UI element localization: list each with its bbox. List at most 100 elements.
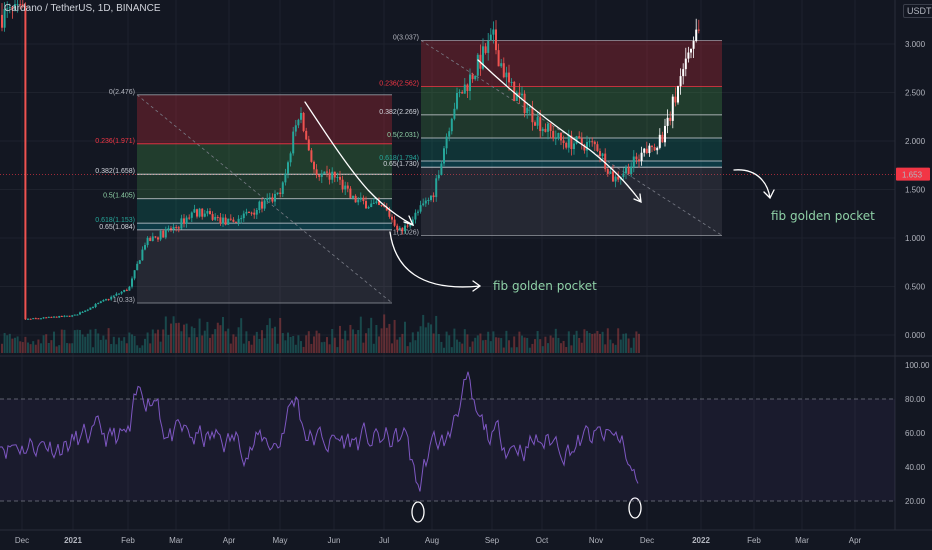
volume-bar bbox=[40, 343, 42, 353]
candle-body bbox=[232, 219, 235, 222]
volume-bar bbox=[248, 341, 250, 353]
volume-bar bbox=[229, 343, 232, 353]
candle-body bbox=[513, 81, 516, 102]
volume-bar bbox=[185, 323, 188, 353]
volume-bar bbox=[125, 343, 128, 353]
volume-bar bbox=[198, 318, 201, 353]
volume-bar bbox=[14, 337, 16, 353]
candle-body bbox=[482, 46, 484, 69]
volume-bar bbox=[240, 318, 243, 353]
volume-bar bbox=[227, 328, 230, 353]
candle-body bbox=[19, 4, 22, 6]
candle-body bbox=[227, 218, 230, 225]
volume-bar bbox=[63, 329, 66, 353]
candle-body bbox=[102, 300, 105, 302]
fib-level-label: 1(0.33) bbox=[113, 297, 135, 304]
candle-body bbox=[578, 136, 581, 139]
volume-bar bbox=[430, 324, 432, 353]
volume-bar bbox=[115, 344, 118, 353]
volume-bar bbox=[219, 325, 222, 353]
candle-body bbox=[190, 212, 193, 218]
candle-body bbox=[326, 171, 328, 173]
golden-pocket-arrow bbox=[733, 169, 775, 200]
candle-body bbox=[518, 92, 521, 96]
candle-body bbox=[593, 141, 596, 145]
volume-bar bbox=[84, 336, 87, 353]
candle-body bbox=[50, 316, 53, 318]
volume-bar bbox=[58, 345, 61, 353]
candle-body bbox=[409, 225, 412, 227]
candle-body bbox=[684, 58, 687, 70]
candle-body bbox=[391, 216, 393, 220]
rsi-tick-label: 60.00 bbox=[905, 429, 926, 438]
candle-body bbox=[1, 14, 3, 28]
rsi-tick-label: 100.00 bbox=[905, 361, 930, 370]
volume-bar bbox=[266, 325, 269, 353]
candle-body bbox=[167, 228, 170, 230]
candle-body bbox=[596, 144, 599, 152]
volume-bar bbox=[596, 330, 599, 353]
volume-bar bbox=[99, 339, 102, 353]
candle-body bbox=[536, 117, 539, 126]
candle-body bbox=[461, 92, 464, 94]
volume-bar bbox=[320, 342, 323, 353]
candle-body bbox=[612, 171, 614, 182]
volume-bar bbox=[50, 340, 53, 353]
candle-body bbox=[118, 293, 120, 295]
candle-body bbox=[375, 201, 378, 203]
candle-body bbox=[240, 218, 243, 220]
current-price-badge bbox=[896, 167, 930, 181]
volume-bar bbox=[79, 329, 81, 353]
candle-body bbox=[281, 182, 284, 194]
candle-body bbox=[505, 72, 508, 78]
volume-bar bbox=[466, 334, 469, 353]
candle-body bbox=[188, 217, 191, 219]
volume-bar bbox=[401, 333, 404, 353]
candle-body bbox=[177, 227, 180, 229]
volume-bar bbox=[19, 341, 22, 353]
volume-bar bbox=[76, 329, 79, 353]
volume-bar bbox=[461, 343, 464, 353]
candle-body bbox=[614, 176, 617, 182]
candle-body bbox=[617, 176, 620, 180]
candle-body bbox=[697, 29, 700, 31]
candle-body bbox=[294, 125, 297, 132]
candle-body bbox=[170, 228, 172, 230]
candle-body bbox=[341, 179, 344, 190]
time-tick-label: Jun bbox=[328, 536, 341, 545]
candle-body bbox=[229, 218, 232, 220]
currency-button[interactable]: USDT bbox=[903, 4, 932, 18]
candle-body bbox=[297, 119, 300, 126]
candle-body bbox=[523, 93, 526, 113]
candle-body bbox=[149, 237, 152, 241]
time-tick-label: May bbox=[272, 536, 287, 545]
volume-bar bbox=[21, 342, 24, 353]
candle-body bbox=[471, 74, 474, 80]
candle-body bbox=[248, 211, 250, 213]
volume-bar bbox=[237, 327, 240, 353]
volume-bar bbox=[289, 336, 292, 353]
candle-body bbox=[60, 316, 63, 318]
volume-bar bbox=[131, 334, 133, 353]
candle-body bbox=[417, 211, 419, 213]
volume-bar bbox=[435, 315, 438, 353]
volume-bar bbox=[281, 333, 284, 353]
candle-body bbox=[255, 210, 258, 215]
candle-body bbox=[476, 54, 479, 76]
candle-body bbox=[687, 52, 690, 59]
volume-bar bbox=[521, 335, 523, 353]
candle-body bbox=[591, 141, 594, 143]
candle-body bbox=[372, 202, 375, 204]
candle-body bbox=[609, 171, 612, 174]
volume-bar bbox=[547, 343, 549, 353]
volume-bar bbox=[349, 324, 352, 353]
candle-body bbox=[437, 174, 440, 179]
volume-bar bbox=[443, 347, 445, 353]
annotations: fib golden pocket fib golden pocket bbox=[493, 209, 875, 293]
candle-body bbox=[419, 205, 422, 212]
fib-zone bbox=[421, 114, 722, 138]
volume-bar bbox=[406, 346, 409, 353]
volume-bar bbox=[284, 340, 287, 353]
volume-bar bbox=[196, 337, 198, 353]
